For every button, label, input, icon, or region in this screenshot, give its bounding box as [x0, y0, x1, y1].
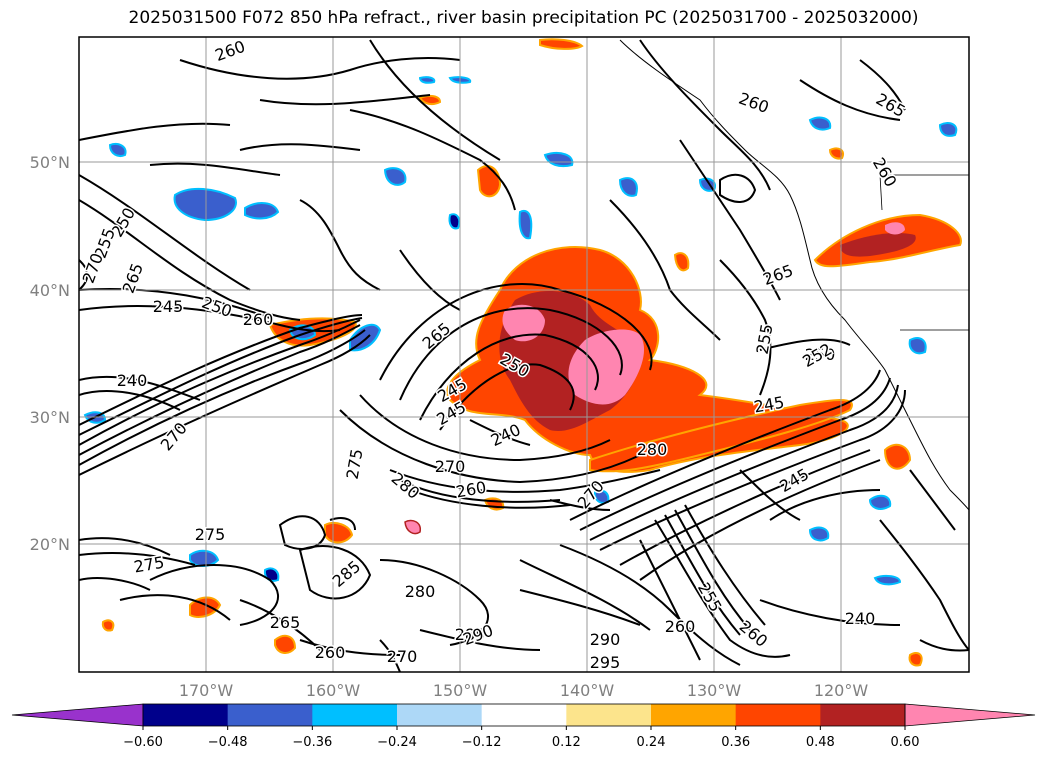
colorbar-extend-max — [904, 703, 1036, 727]
colorbar-segment — [143, 704, 229, 726]
contour-label: 250 — [805, 345, 836, 364]
contour-label: 260 — [315, 643, 346, 662]
state-border — [879, 174, 969, 331]
colorbar-tick-label: −0.36 — [292, 735, 332, 750]
colorbar-tick-label: 0.60 — [891, 735, 920, 750]
east-pc-darkred — [840, 233, 916, 257]
contour-label: 265 — [270, 613, 301, 632]
lat-label-30: 30°N — [30, 408, 70, 427]
contour-label: 280 — [637, 440, 668, 459]
coastline — [619, 39, 969, 511]
contour-label: 270 — [387, 647, 418, 666]
jet-pc-region — [589, 399, 853, 473]
contour-label: 260 — [665, 617, 696, 636]
contour-label: 240 — [845, 609, 876, 628]
central-pc-pink-2 — [502, 304, 545, 342]
lat-label-50: 50°N — [30, 153, 70, 172]
lat-label-20: 20°N — [30, 535, 70, 554]
contour-label: 240 — [117, 371, 148, 390]
colorbar-segment — [312, 704, 398, 726]
lon-label-140w: 140°W — [560, 681, 615, 700]
colorbar-segment — [651, 704, 737, 726]
colorbar-segment — [227, 704, 313, 726]
lon-label-160w: 160°W — [306, 681, 361, 700]
colorbar-tick-label: 0.24 — [637, 735, 666, 750]
lon-label-170w: 170°W — [179, 681, 234, 700]
contour-label: 280 — [405, 582, 436, 601]
colorbar-tick-label: 0.12 — [552, 735, 581, 750]
contour-label: 295 — [590, 653, 621, 672]
lon-label-130w: 130°W — [687, 681, 742, 700]
colorbar-tick-label: −0.60 — [123, 735, 163, 750]
map-frame — [78, 36, 970, 673]
lon-label-150w: 150°W — [433, 681, 488, 700]
graticule — [79, 37, 969, 672]
contour-label: 260 — [243, 310, 274, 329]
colorbar-tick-label: −0.48 — [208, 735, 248, 750]
map-title: 2025031500 F072 850 hPa refract., river … — [128, 8, 919, 28]
colorbar-tick-label: −0.24 — [377, 735, 417, 750]
colorbar-tick-label: 0.36 — [721, 735, 750, 750]
contour-label: 245 — [153, 297, 184, 316]
positive-pc-regions — [101, 38, 962, 667]
colorbar-segment — [397, 704, 483, 726]
colorbar-segment — [735, 704, 821, 726]
lat-label-40: 40°N — [30, 281, 70, 300]
contour-label: 270 — [435, 457, 466, 476]
contour-label: 290 — [590, 630, 621, 649]
colorbar-frame — [142, 703, 906, 727]
colorbar-segment — [566, 704, 652, 726]
colorbar-tick-label: −0.12 — [462, 735, 502, 750]
colorbar-tick-label: 0.48 — [806, 735, 835, 750]
colorbar-extend-min — [11, 703, 144, 727]
contour-label: 275 — [195, 525, 226, 544]
nw-pc-region — [476, 165, 502, 198]
colorbar-segment — [820, 704, 906, 726]
refractivity-contours — [79, 39, 969, 672]
east-pc-pink — [885, 222, 905, 235]
colorbar: −0.60 −0.48 −0.36 −0.24 −0.12 0.12 0.24 0.36 0.4… — [11, 703, 1036, 750]
colorbar-segment — [481, 704, 567, 726]
contour-label: 285 — [455, 625, 486, 644]
lon-label-120w: 120°W — [814, 681, 869, 700]
